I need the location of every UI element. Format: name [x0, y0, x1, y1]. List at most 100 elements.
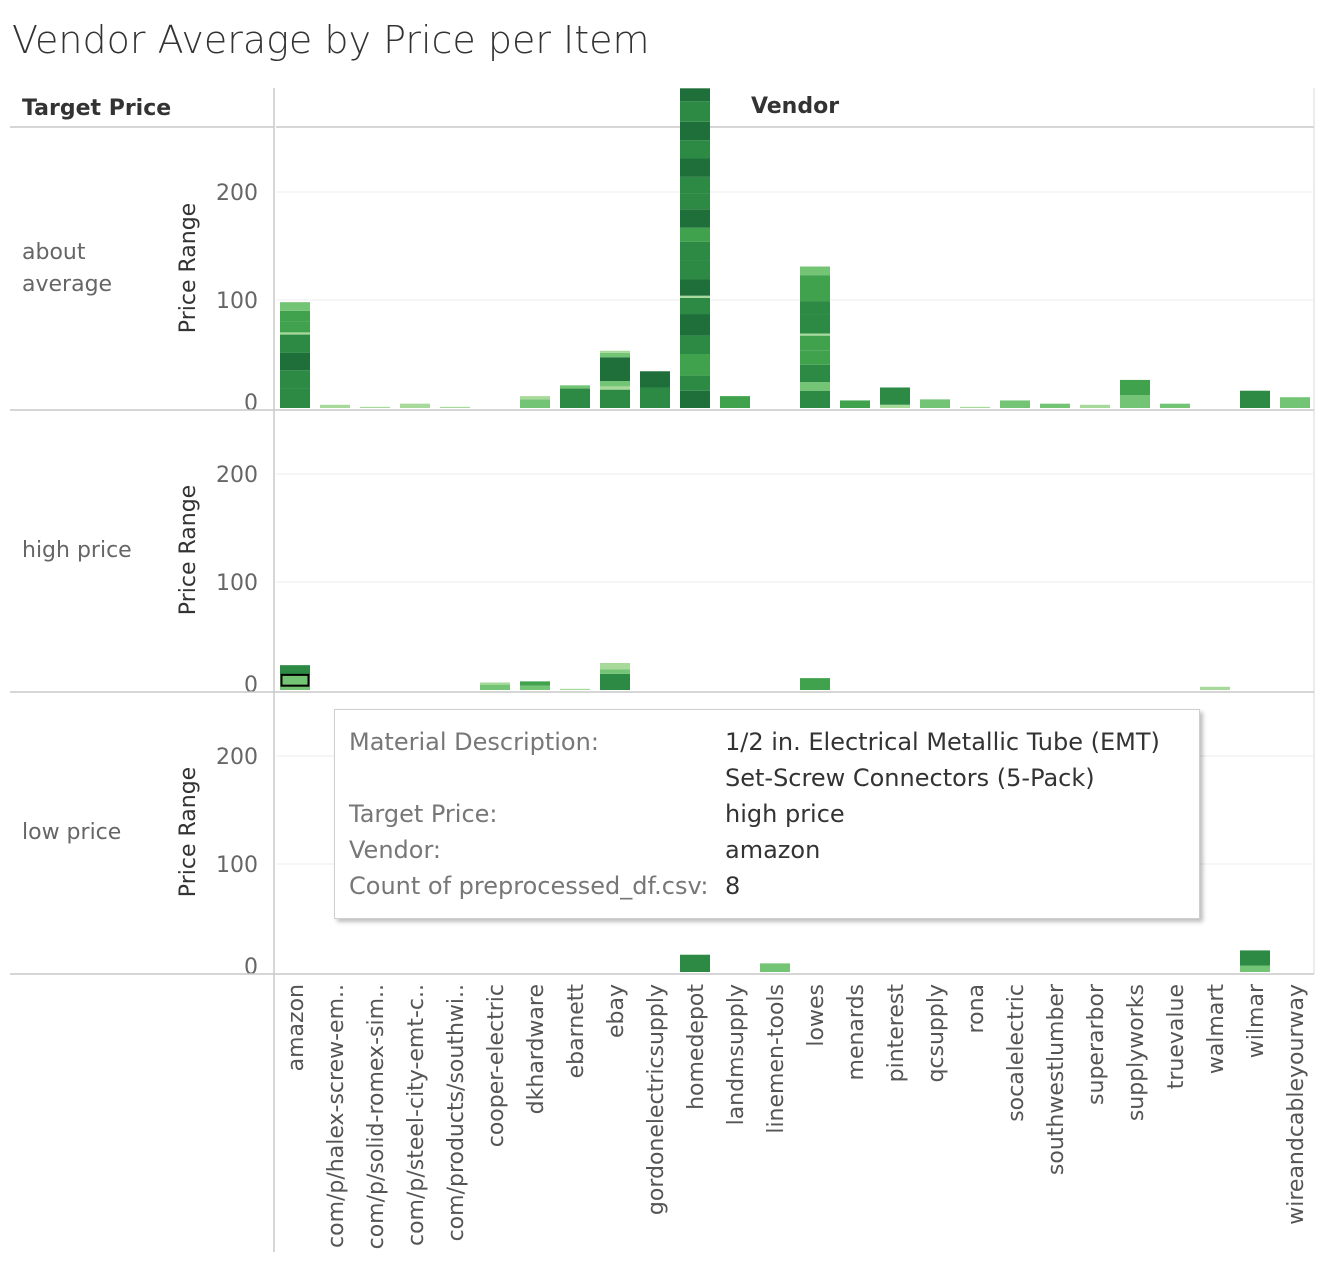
x-tick-label-homedepot: homedepot: [684, 984, 709, 1110]
bar-segment-about-average-homedepot-15: [680, 140, 710, 159]
y-tick-label-about-average-0: 0: [244, 391, 258, 416]
bar-segment-about-average-menards-0: [840, 400, 870, 408]
bar-segment-about-average-pinterest-1: [880, 387, 910, 405]
bar-segment-about-average-homedepot-6: [680, 295, 710, 298]
bar-segment-about-average-homedepot-14: [680, 158, 710, 177]
bar-segment-high-price-ebay-1: [600, 669, 630, 674]
x-tick-label-ebarnett: ebarnett: [564, 984, 589, 1079]
bar-segment-about-average-amazon-2: [280, 352, 310, 371]
x-tick-label-com-p-halex-screw-em: com/p/halex-screw-em..: [324, 984, 349, 1248]
y-tick-label-low-price-100: 100: [216, 853, 258, 878]
bar-segment-about-average-homedepot-11: [680, 209, 710, 228]
x-tick-label-qcsupply: qcsupply: [924, 984, 949, 1083]
x-tick-label-lowes: lowes: [804, 984, 829, 1047]
tooltip-value-vendor: amazon: [725, 836, 821, 864]
bar-segment-about-average-ebay-2: [600, 381, 630, 387]
x-tick-label-truevalue: truevalue: [1164, 984, 1189, 1089]
y-tick-label-about-average-100: 100: [216, 289, 258, 314]
bar-segment-about-average-lowes-1: [800, 382, 830, 391]
tooltip-key-count: Count of preprocessed_df.csv:: [349, 872, 709, 900]
bar-segment-about-average-ebay-3: [600, 357, 630, 381]
bar-segment-high-price-ebarnett-0: [560, 688, 590, 690]
x-tick-label-landmsupply: landmsupply: [724, 984, 749, 1125]
bar-segment-about-average-amazon-3: [280, 334, 310, 353]
y-tick-label-about-average-200: 200: [216, 181, 258, 206]
tooltip-value-target: high price: [725, 800, 845, 828]
bar-segment-about-average-homedepot-18: [680, 88, 710, 102]
bar-segment-about-average-socalelectric-0: [1000, 400, 1030, 408]
row-header-target-price: Target Price: [22, 96, 172, 121]
bar-segment-about-average-southwestlumber-0: [1040, 403, 1070, 408]
x-tick-label-wireandcableyourway: wireandcableyourway: [1284, 984, 1309, 1225]
bar-segment-about-average-homedepot-0: [680, 390, 710, 408]
bar-segment-about-average-superarbor-0: [1080, 404, 1110, 408]
row-label-high-price: high price: [22, 538, 132, 563]
bar-segment-about-average-amazon-0: [280, 388, 310, 408]
tooltip-value-material-cont: Set-Screw Connectors (5-Pack): [725, 764, 1095, 792]
bar-segment-about-average-com-products-southwi-0: [440, 406, 470, 408]
x-tick-label-dkhardware: dkhardware: [524, 984, 549, 1114]
bar-segment-about-average-lowes-9: [800, 266, 830, 276]
bar-segment-about-average-pinterest-0: [880, 404, 910, 408]
x-tick-label-cooper-electric: cooper-electric: [484, 984, 509, 1147]
bar-segment-high-price-cooper-electric-0: [480, 684, 510, 690]
bar-segment-about-average-supplyworks-1: [1120, 379, 1150, 396]
bar-segment-about-average-truevalue-0: [1160, 403, 1190, 408]
x-tick-label-southwestlumber: southwestlumber: [1044, 983, 1069, 1175]
chart-title: Vendor Average by Price per Item: [12, 18, 650, 62]
bar-segment-about-average-homedepot-7: [680, 279, 710, 296]
x-tick-label-supplyworks: supplyworks: [1124, 984, 1149, 1121]
tooltip-key-vendor: Vendor:: [349, 836, 441, 864]
x-tick-label-wilmar: wilmar: [1244, 983, 1269, 1058]
bar-segment-about-average-homedepot-13: [680, 176, 710, 194]
bar-segment-about-average-qcsupply-0: [920, 399, 950, 408]
bar-segment-about-average-com-p-halex-screw-em-0: [320, 404, 350, 408]
x-tick-label-amazon: amazon: [284, 984, 309, 1071]
bar-segment-high-price-walmart-0: [1200, 686, 1230, 690]
tooltip-key-material: Material Description:: [349, 728, 599, 756]
x-tick-label-gordonelectricsupply: gordonelectricsupply: [644, 984, 669, 1215]
bar-segment-high-price-amazon-2: [280, 665, 310, 675]
bar-segment-about-average-homedepot-5: [680, 297, 710, 315]
y-tick-label-low-price-0: 0: [244, 955, 258, 980]
bar-segment-about-average-amazon-5: [280, 321, 310, 333]
bar-segment-about-average-lowes-3: [800, 350, 830, 365]
x-tick-label-pinterest: pinterest: [884, 984, 909, 1083]
x-tick-label-linemen-tools: linemen-tools: [764, 984, 789, 1134]
x-tick-label-com-p-solid-romex-sim: com/p/solid-romex-sim..: [364, 984, 389, 1249]
bar-segment-about-average-homedepot-8: [680, 260, 710, 280]
bar-segment-about-average-homedepot-2: [680, 354, 710, 376]
bar-segment-about-average-ebay-4: [600, 352, 630, 358]
x-tick-label-ebay: ebay: [604, 984, 629, 1038]
bar-segment-high-price-amazon-1: [280, 674, 310, 686]
bar-segment-about-average-lowes-6: [800, 314, 830, 334]
y-axis-title-high-price: Price Range: [176, 485, 201, 615]
bar-segment-high-price-ebay-2: [600, 663, 630, 670]
tooltip-value-material: 1/2 in. Electrical Metallic Tube (EMT): [725, 728, 1160, 756]
bar-segment-about-average-lowes-7: [800, 301, 830, 315]
bar-segment-about-average-amazon-7: [280, 302, 310, 311]
bar-segment-about-average-com-p-steel-city-emt-c-0: [400, 403, 430, 408]
bar-segment-about-average-amazon-4: [280, 332, 310, 335]
bar-segment-about-average-amazon-1: [280, 370, 310, 389]
bar-segment-low-price-linemen-tools-0: [760, 963, 790, 972]
bar-segment-about-average-wilmar-0: [1240, 390, 1270, 408]
bar-segment-about-average-amazon-6: [280, 310, 310, 322]
bar-segment-high-price-amazon-0: [280, 685, 310, 690]
bar-segment-about-average-ebarnett-0: [560, 388, 590, 408]
bar-segment-about-average-com-p-solid-romex-sim-0: [360, 406, 390, 408]
tooltip-value-count: 8: [725, 872, 741, 900]
y-axis-title-about-average: Price Range: [176, 203, 201, 333]
bar-segment-low-price-homedepot-0: [680, 954, 710, 972]
bar-segment-about-average-homedepot-17: [680, 101, 710, 122]
bar-highlight-outline: [280, 673, 310, 687]
bar-segment-about-average-lowes-5: [800, 333, 830, 336]
x-tick-label-superarbor: superarbor: [1084, 983, 1109, 1105]
bar-segment-about-average-homedepot-4: [680, 314, 710, 336]
bar-segment-about-average-dkhardware-0: [520, 399, 550, 408]
bar-segment-about-average-homedepot-3: [680, 335, 710, 354]
bar-segment-about-average-ebay-5: [600, 350, 630, 353]
x-tick-label-com-products-southwi: com/products/southwi..: [444, 984, 469, 1241]
row-label-about-average: about average: [22, 240, 113, 297]
